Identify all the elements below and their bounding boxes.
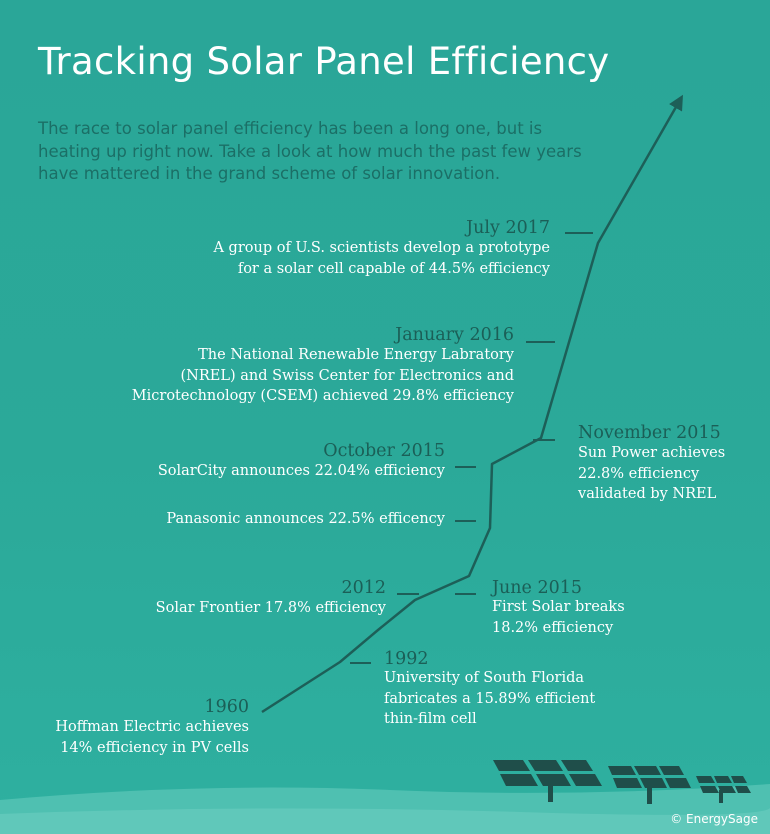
event-desc-line: 14% efficiency in PV cells bbox=[60, 739, 249, 756]
energysage-credit: © EnergySage bbox=[670, 812, 758, 826]
event-year-november-2015: November 2015 bbox=[578, 423, 721, 443]
event-year-january-2016: January 2016 bbox=[395, 325, 514, 345]
event-year-2012: 2012 bbox=[341, 578, 386, 598]
event-desc-line: University of South Florida bbox=[384, 670, 585, 686]
event-desc-2012: Solar Frontier 17.8% efficiency bbox=[156, 598, 386, 619]
event-desc-line: (NREL) and Swiss Center for Electronics … bbox=[180, 367, 514, 384]
event-desc-1960: Hoffman Electric achieves 14% efficiency… bbox=[55, 717, 249, 758]
ground-hill-front bbox=[0, 806, 770, 834]
event-desc-line: thin-film cell bbox=[384, 711, 477, 727]
event-desc-line: Panasonic announces 22.5% efficency bbox=[166, 511, 445, 527]
event-desc-line: The National Renewable Energy Labratory bbox=[198, 347, 514, 363]
event-desc-june-2015: First Solar breaks 18.2% efficiency bbox=[492, 597, 625, 638]
efficiency-trend-line bbox=[261, 94, 683, 714]
event-desc-line: SolarCity announces 22.04% efficiency bbox=[157, 463, 445, 479]
event-year-1960: 1960 bbox=[204, 697, 249, 717]
event-desc-line: Sun Power achieves bbox=[578, 445, 726, 461]
event-desc-line: for a solar cell capable of 44.5% effici… bbox=[237, 260, 550, 277]
event-desc-october-2015: SolarCity announces 22.04% efficiency bbox=[158, 461, 445, 482]
event-desc-line: Hoffman Electric achieves bbox=[55, 719, 249, 735]
event-desc-january-2016: The National Renewable Energy Labratory … bbox=[132, 345, 514, 407]
event-desc-line: 18.2% efficiency bbox=[492, 619, 614, 636]
event-desc-line: Solar Frontier 17.8% efficiency bbox=[155, 600, 386, 616]
solar-panel-large-icon bbox=[493, 760, 602, 802]
event-desc-line: validated by NREL bbox=[578, 486, 717, 502]
event-year-1992: 1992 bbox=[384, 649, 429, 669]
event-desc-line: fabricates a 15.89% efficient bbox=[384, 690, 596, 707]
event-desc-panasonic: Panasonic announces 22.5% efficency bbox=[166, 509, 445, 530]
page-subtitle: The race to solar panel efficiency has b… bbox=[38, 119, 582, 183]
solar-panel-medium-icon bbox=[608, 766, 691, 804]
event-desc-line: First Solar breaks bbox=[492, 599, 625, 615]
event-year-june-2015: June 2015 bbox=[492, 578, 583, 598]
solar-panel-small-icon bbox=[696, 776, 751, 803]
event-desc-november-2015: Sun Power achieves 22.8% efficiency vali… bbox=[578, 443, 725, 505]
event-desc-july-2017: A group of U.S. scientists develop a pro… bbox=[213, 238, 550, 279]
event-desc-line: Microtechnology (CSEM) achieved 29.8% ef… bbox=[131, 388, 514, 404]
event-desc-line: A group of U.S. scientists develop a pro… bbox=[213, 240, 550, 256]
event-year-october-2015: October 2015 bbox=[323, 441, 445, 461]
event-desc-line: 22.8% efficiency bbox=[578, 465, 700, 482]
event-year-july-2017: July 2017 bbox=[466, 218, 550, 238]
event-desc-1992: University of South Florida fabricates a… bbox=[384, 668, 595, 730]
page-title: Tracking Solar Panel Efficiency bbox=[38, 40, 610, 83]
